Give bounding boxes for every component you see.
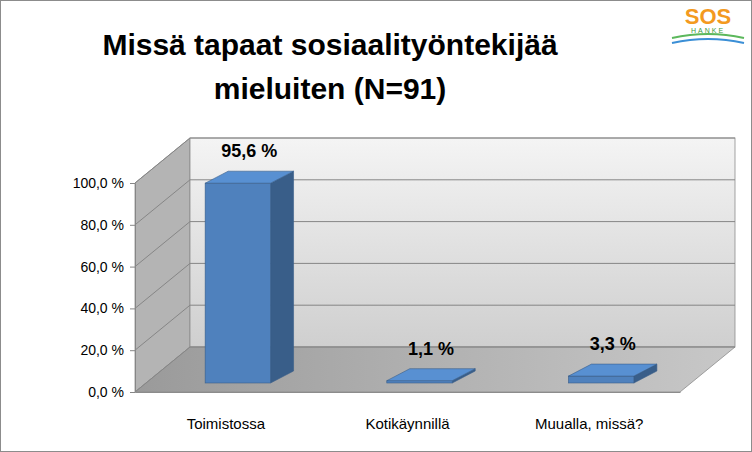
y-tick-mark — [130, 350, 135, 351]
y-tick-mark — [130, 308, 135, 309]
bar-top — [568, 364, 656, 376]
title-group: Missä tapaat sosiaalityöntekijää mieluite… — [102, 28, 558, 105]
y-tick-label: 60,0 % — [80, 259, 124, 275]
grid — [135, 138, 735, 392]
x-tick: Toimistossa — [187, 392, 266, 432]
y-axis-line — [135, 184, 136, 393]
y-tick-label: 20,0 % — [80, 342, 124, 358]
data-label: 1,1 % — [408, 339, 454, 359]
x-tick-label: Toimistossa — [187, 415, 266, 432]
y-tick-mark — [130, 392, 135, 393]
bar — [568, 376, 633, 383]
y-tick: 20,0 % — [80, 342, 135, 358]
data-label: 3,3 % — [590, 334, 636, 354]
logo-text: SOS — [685, 4, 731, 29]
grid-line — [135, 138, 735, 183]
bar-group — [205, 171, 293, 383]
y-tick-label: 0,0 % — [88, 384, 124, 400]
y-tick: 40,0 % — [80, 300, 135, 316]
bar-group — [387, 369, 475, 383]
data-label: 95,6 % — [221, 141, 277, 161]
y-tick: 0,0 % — [88, 384, 135, 400]
y-tick-label: 100,0 % — [73, 175, 124, 191]
bar-side — [271, 171, 294, 383]
logo: SOSHANKE — [672, 4, 744, 43]
y-tick: 60,0 % — [80, 259, 135, 275]
y-tick-label: 80,0 % — [80, 217, 124, 233]
y-tick-mark — [130, 225, 135, 226]
y-tick-label: 40,0 % — [80, 300, 124, 316]
y-tick-mark — [130, 183, 135, 184]
bar-top — [387, 369, 475, 381]
chart-border — [1, 1, 752, 452]
logo-wave — [672, 34, 744, 38]
bar — [387, 381, 452, 383]
title-line: Missä tapaat sosiaalityöntekijää — [102, 28, 558, 61]
bar — [205, 183, 270, 383]
x-tick-label: Kotikäynnillä — [365, 415, 450, 432]
title: Missä tapaat sosiaalityöntekijää mieluite… — [102, 28, 558, 105]
bars — [205, 171, 657, 383]
x-tick: Kotikäynnillä — [365, 392, 450, 432]
x-tick-label: Muualla, missä? — [535, 415, 643, 432]
x-axis-line — [136, 392, 681, 393]
y-tick: 80,0 % — [80, 217, 135, 233]
title-line: mieluiten (N=91) — [214, 72, 447, 105]
x-tick: Muualla, missä? — [535, 392, 643, 432]
data-labels: 95,6 % 1,1 % 3,3 % — [221, 141, 635, 359]
y-axis: 0,0 % 20,0 % 40,0 % 60,0 % 80,0 % 100,0 % — [73, 175, 136, 400]
chart: 0,0 % 20,0 % 40,0 % 60,0 % 80,0 % 100,0 % Toim… — [0, 0, 752, 452]
bar-top — [205, 171, 293, 183]
y-tick: 100,0 % — [73, 175, 135, 191]
logo-subtext: HANKE — [691, 27, 725, 34]
x-axis: Toimistossa Kotikäynnillä Muualla, missä? — [136, 392, 681, 432]
y-tick-mark — [130, 267, 135, 268]
bar-group — [568, 364, 656, 383]
logo-wave — [672, 39, 744, 43]
